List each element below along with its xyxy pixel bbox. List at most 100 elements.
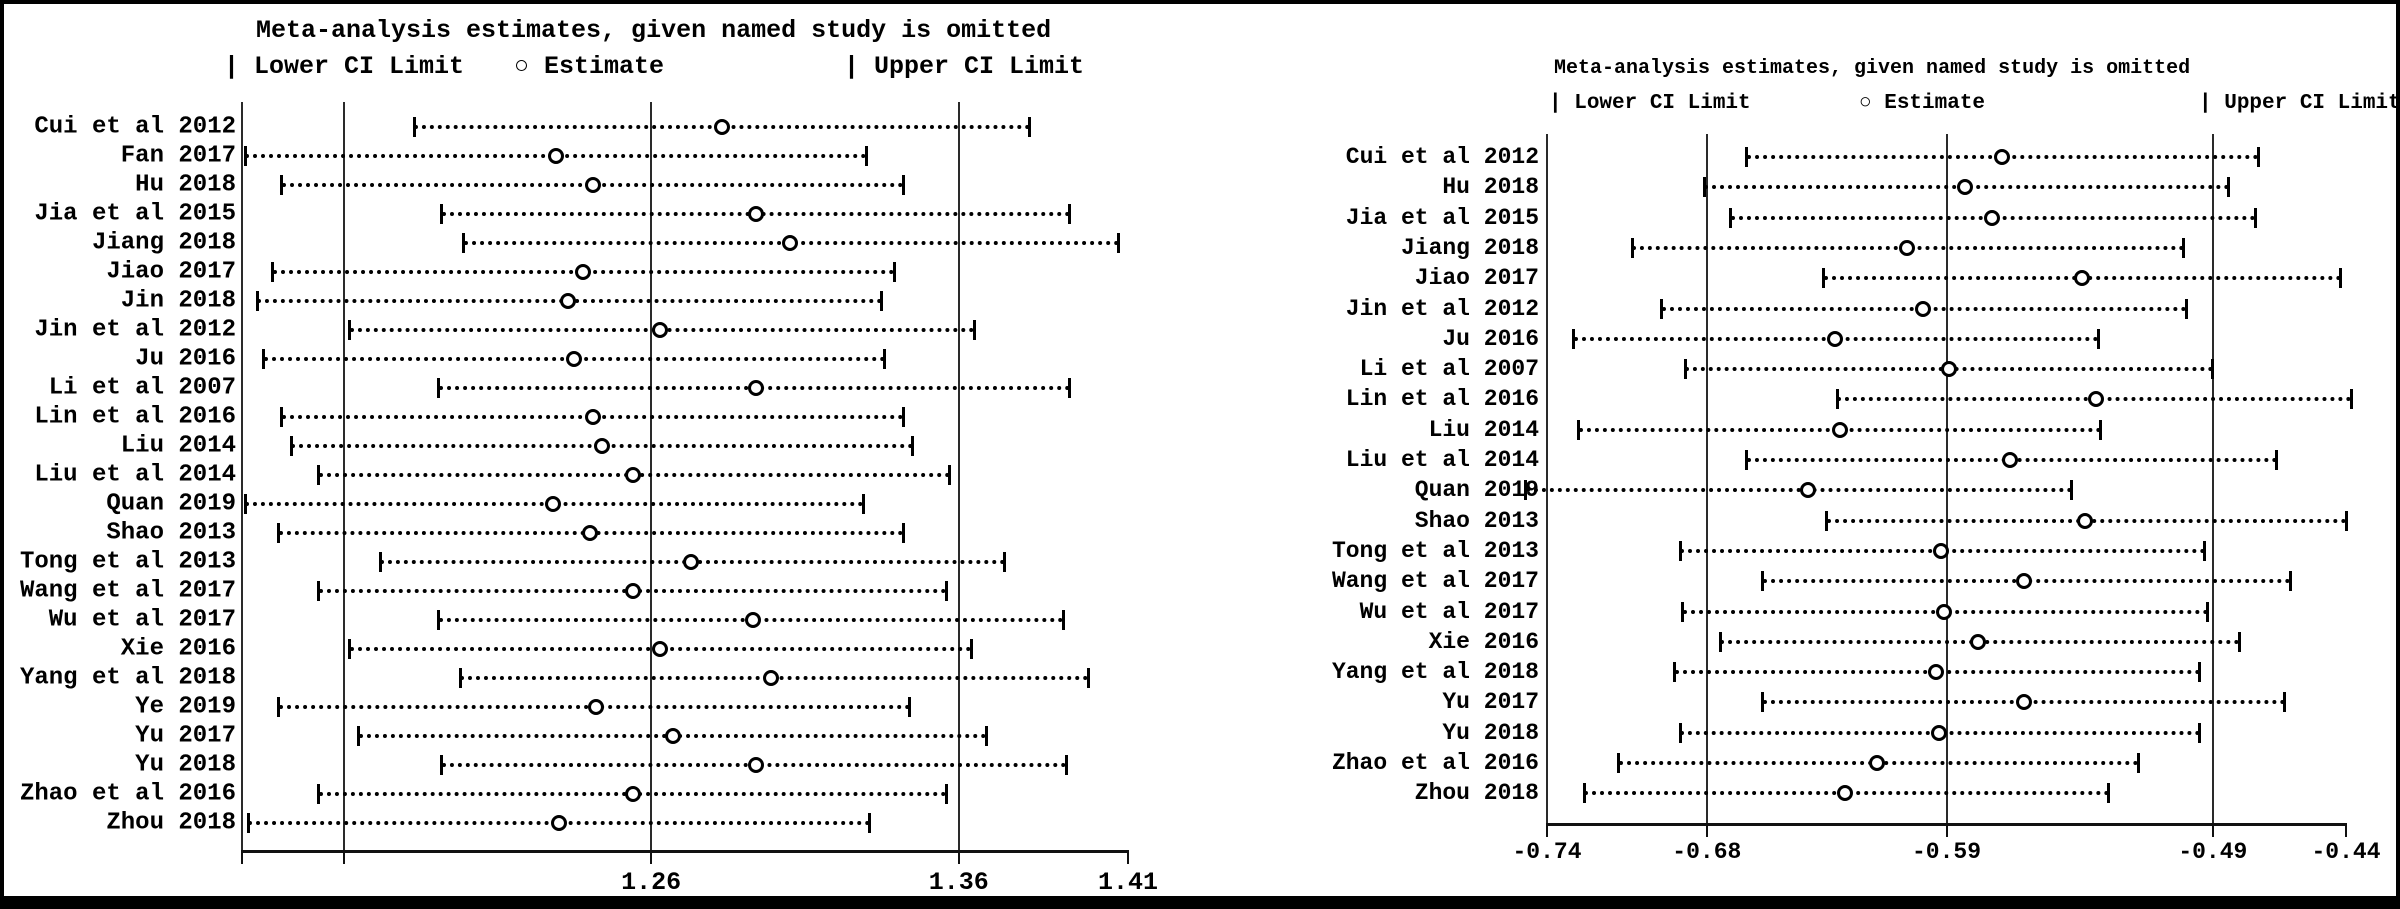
estimate-marker [1898,239,1915,256]
study-label: Ju 2016 [1442,325,1539,352]
lower-ci-tick [1678,540,1682,561]
lower-ci-tick [1524,480,1528,501]
lower-ci-tick [1617,753,1621,773]
axis-tick-label: -0.68 [1672,839,1742,865]
study-label: Zhou 2018 [106,809,236,837]
upper-ci-tick [1086,668,1090,688]
legend-estimate: ○ Estimate [1859,92,1985,115]
estimate-marker [1941,361,1958,378]
estimate-marker [781,235,798,251]
ci-line [1525,488,2072,493]
study-label: Jia et al 2015 [34,200,236,228]
estimate-marker [747,380,764,396]
upper-ci-tick [1061,610,1065,630]
estimate-marker [550,815,567,831]
upper-ci-tick [2107,783,2111,804]
study-label: Zhao et al 2016 [1331,750,1539,776]
estimate-marker [624,786,641,802]
estimate-marker [747,757,764,773]
upper-ci-tick [2288,571,2292,592]
study-label: Liu 2014 [120,432,236,460]
estimate-marker [1869,755,1886,771]
lower-ci-tick [458,668,462,688]
legend-label: Estimate [529,52,665,81]
upper-ci-tick [2198,722,2202,743]
upper-ci-tick [984,726,988,746]
axis-tick [1127,850,1129,864]
study-label: Zhao et al 2016 [19,780,236,808]
upper-ci-tick [908,697,912,717]
lower-ci-tick [280,175,284,195]
lower-ci-tick [1745,450,1749,470]
estimate-marker [2076,512,2093,529]
axis-tick [957,850,960,864]
estimate-marker [624,467,641,483]
estimate-marker [664,728,681,744]
study-label: Lin et al 2016 [34,403,236,431]
upper-ci-tick [2283,692,2287,713]
upper-ci-tick [972,320,976,340]
estimate-marker [575,264,592,280]
lower-ci-tick [271,262,275,282]
study-label: Jin 2018 [120,287,236,315]
upper-ci-tick [2349,389,2353,410]
lower-ci-tick [1673,662,1677,683]
upper-ci-tick [2182,237,2186,258]
study-label: Shao 2013 [1414,507,1539,534]
estimate-marker [547,148,564,164]
estimate-marker [1826,330,1843,347]
estimate-marker [1933,542,1950,559]
upper-ci-tick [2211,359,2215,380]
upper-ci-tick [892,262,896,282]
upper-ci-tick [883,349,887,369]
lower-ci-tick [1729,207,1733,228]
estimate-marker [624,583,641,599]
lower-ci-tick [378,552,382,572]
axis-tick-label: -0.49 [2178,839,2248,865]
estimate-marker [652,641,669,657]
lower-ci-tick [1702,177,1706,198]
study-label: Jin et al 2012 [1345,295,1539,322]
axis-tick [241,850,243,864]
estimate-marker [2074,270,2091,287]
lower-ci-tick [317,784,321,804]
study-label: Hu 2018 [1442,174,1539,201]
upper-ci-tick [861,494,865,514]
upper-ci-tick [1117,233,1121,253]
axis-tick-label: -0.74 [1512,839,1582,865]
lower-ci-tick [243,146,247,166]
legend-label: Lower CI Limit [1561,92,1751,115]
estimate-marker [587,699,604,715]
upper-ci-tick [901,523,905,543]
legend-label: Estimate [1871,92,1986,115]
study-label: Lin et al 2016 [1345,386,1539,413]
study-label: Cui et al 2012 [1345,144,1539,170]
axis-tick [1546,823,1548,837]
lower-ci-tick [243,494,247,514]
lower-ci-tick [1718,631,1722,652]
study-label: Quan 2019 [106,490,236,518]
left-panel-title: Meta-analysis estimates, given named stu… [256,16,1052,45]
axis-tick-label: 1.26 [621,868,682,897]
lower-ci-tick [440,755,444,775]
estimate-marker [1837,785,1854,802]
lower-ci-tick [1572,328,1576,349]
upper-ci-tick [2227,177,2231,198]
upper-ci-tick [1064,755,1068,775]
legend-lower-ci-limit: | Lower CI Limit [1549,92,1751,115]
upper-ci-tick [2198,662,2202,683]
study-label: Shao 2013 [106,519,236,547]
study-label: Wang et al 2017 [1331,568,1539,595]
legend-label: Upper CI Limit [859,52,1085,81]
reference-line [2211,134,2214,823]
axis-tick-label: 1.36 [928,868,989,897]
upper-ci-tick [2184,298,2188,319]
lower-ci-tick [280,407,284,427]
lower-ci-tick [262,349,266,369]
lower-ci-tick [317,581,321,601]
study-label: Jin et al 2012 [34,316,236,344]
lower-ci-tick [1681,601,1685,622]
estimate-marker [744,612,761,628]
study-label: Hu 2018 [135,171,236,199]
lower-ci-tick [440,204,444,224]
